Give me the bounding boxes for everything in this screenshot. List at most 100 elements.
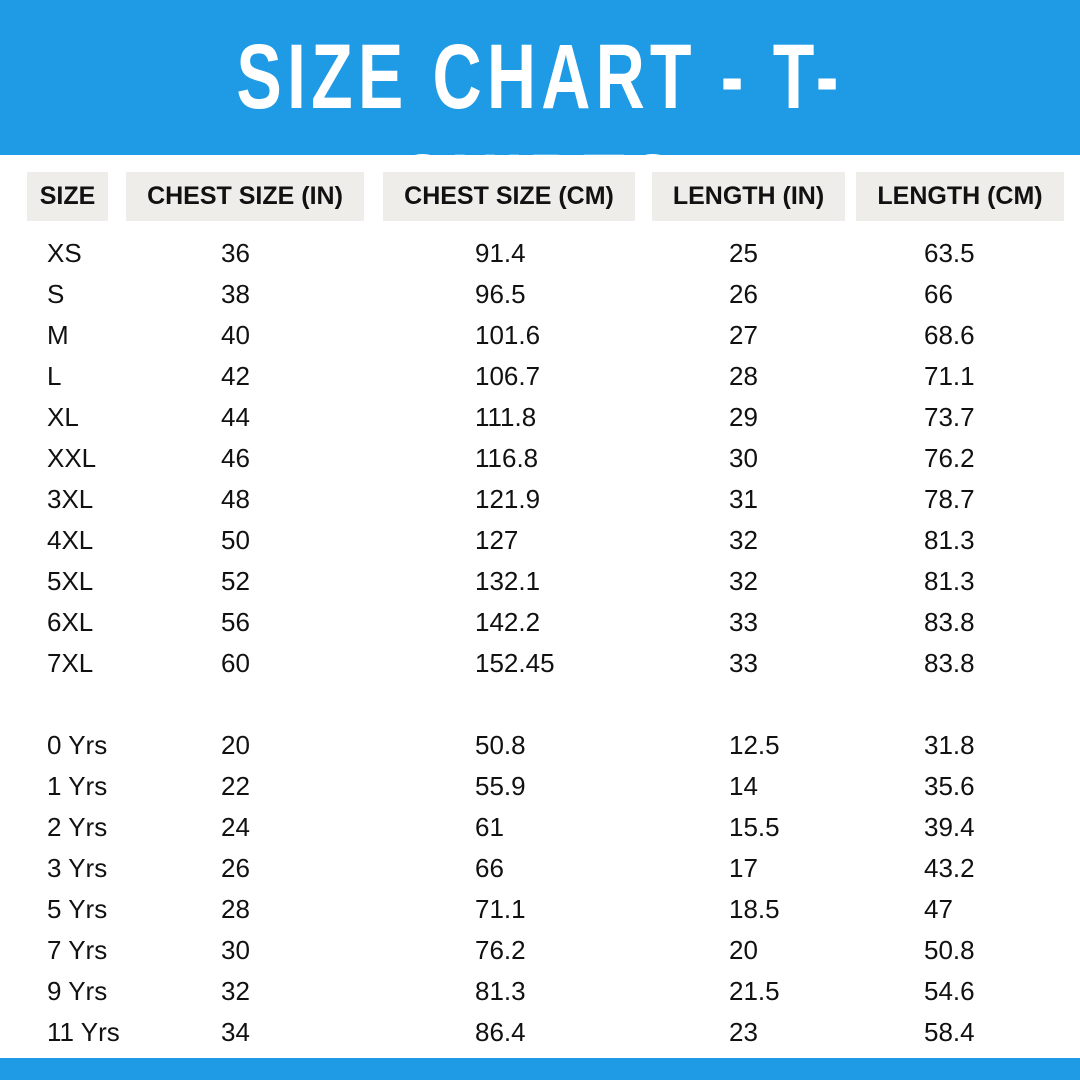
measurement: 20 (729, 935, 758, 965)
measurement: 30 (729, 443, 758, 473)
measurement: 12.5 (729, 730, 780, 760)
measurement: 46 (221, 443, 250, 473)
measurement: 38 (221, 279, 250, 309)
measurement: 60 (221, 648, 250, 678)
size-label: 0 Yrs (47, 730, 108, 760)
measurement: 47 (924, 894, 953, 924)
column-header: CHEST SIZE (CM) (383, 172, 635, 221)
measurement: 23 (729, 1017, 758, 1047)
measurement: 30 (221, 935, 250, 965)
measurement: 32 (729, 525, 758, 555)
column-header: LENGTH (CM) (856, 172, 1064, 221)
measurement: 71.1 (924, 361, 975, 391)
measurement: 42 (221, 361, 250, 391)
measurement: 33 (729, 607, 758, 637)
header-band: SIZE CHART - T-SHIRTS (0, 0, 1080, 238)
measurement: 50 (221, 525, 250, 555)
column-header: CHEST SIZE (IN) (126, 172, 364, 221)
measurement: 48 (221, 484, 250, 514)
footer-band (0, 1058, 1080, 1080)
measurement: 58.4 (924, 1017, 975, 1047)
measurement: 76.2 (924, 443, 975, 473)
size-label: 5 Yrs (47, 894, 108, 924)
measurement: 111.8 (475, 402, 537, 432)
measurement: 39.4 (924, 812, 975, 842)
measurement: 61 (475, 812, 504, 842)
measurement: 28 (729, 361, 758, 391)
measurement: 56 (221, 607, 250, 637)
size-label: 4XL (47, 525, 94, 555)
measurement: 29 (729, 402, 758, 432)
measurement: 142.2 (475, 607, 541, 637)
measurement: 152.45 (475, 648, 555, 678)
size-label: 3 Yrs (47, 853, 108, 883)
size-label: 5XL (47, 566, 94, 596)
size-label: XL (47, 402, 79, 432)
size-label: 9 Yrs (47, 976, 108, 1006)
measurement: 116.8 (475, 443, 539, 473)
measurement: 106.7 (475, 361, 541, 391)
measurement: 66 (924, 279, 953, 309)
column-header: SIZE (27, 172, 108, 221)
measurement: 68.6 (924, 320, 975, 350)
measurement: 101.6 (475, 320, 541, 350)
measurement: 17 (729, 853, 758, 883)
size-label: 7 Yrs (47, 935, 108, 965)
size-label: 7XL (47, 648, 94, 678)
measurement: 40 (221, 320, 250, 350)
measurement: 25 (729, 238, 758, 268)
measurement: 81.3 (475, 976, 526, 1006)
measurement: 55.9 (475, 771, 526, 801)
measurement: 18.5 (729, 894, 780, 924)
measurement: 81.3 (924, 525, 975, 555)
measurement: 31.8 (924, 730, 975, 760)
measurement: 121.9 (475, 484, 541, 514)
measurement: 73.7 (924, 402, 975, 432)
measurement: 81.3 (924, 566, 975, 596)
measurement: 28 (221, 894, 250, 924)
measurement: 76.2 (475, 935, 526, 965)
measurement: 32 (221, 976, 250, 1006)
measurement: 50.8 (924, 935, 975, 965)
measurement: 86.4 (475, 1017, 526, 1047)
measurement: 91.4 (475, 238, 526, 268)
measurement: 26 (221, 853, 250, 883)
size-label: XXL (47, 443, 97, 473)
size-label: 1 Yrs (47, 771, 108, 801)
size-label: S (47, 279, 65, 309)
measurement: 44 (221, 402, 250, 432)
measurement: 50.8 (475, 730, 526, 760)
measurement: 27 (729, 320, 758, 350)
measurement: 63.5 (924, 238, 975, 268)
size-label: 11 Yrs (47, 1017, 120, 1047)
measurement: 71.1 (475, 894, 526, 924)
measurement: 32 (729, 566, 758, 596)
measurement: 83.8 (924, 607, 975, 637)
measurement: 33 (729, 648, 758, 678)
column-header: LENGTH (IN) (652, 172, 845, 221)
measurement: 96.5 (475, 279, 526, 309)
measurement: 132.1 (475, 566, 541, 596)
size-label: 2 Yrs (47, 812, 108, 842)
measurement: 54.6 (924, 976, 975, 1006)
measurement: 34 (221, 1017, 250, 1047)
measurement: 22 (221, 771, 250, 801)
measurement: 31 (729, 484, 758, 514)
measurement: 36 (221, 238, 250, 268)
measurement: 35.6 (924, 771, 975, 801)
size-label: 3XL (47, 484, 94, 514)
measurement: 52 (221, 566, 250, 596)
size-label: 6XL (47, 607, 94, 637)
measurement: 83.8 (924, 648, 975, 678)
measurement: 66 (475, 853, 504, 883)
size-label: M (47, 320, 69, 350)
measurement: 24 (221, 812, 250, 842)
measurement: 21.5 (729, 976, 780, 1006)
measurement: 15.5 (729, 812, 780, 842)
measurement: 14 (729, 771, 758, 801)
measurement: 20 (221, 730, 250, 760)
measurement: 43.2 (924, 853, 975, 883)
measurement: 26 (729, 279, 758, 309)
measurement: 78.7 (924, 484, 975, 514)
